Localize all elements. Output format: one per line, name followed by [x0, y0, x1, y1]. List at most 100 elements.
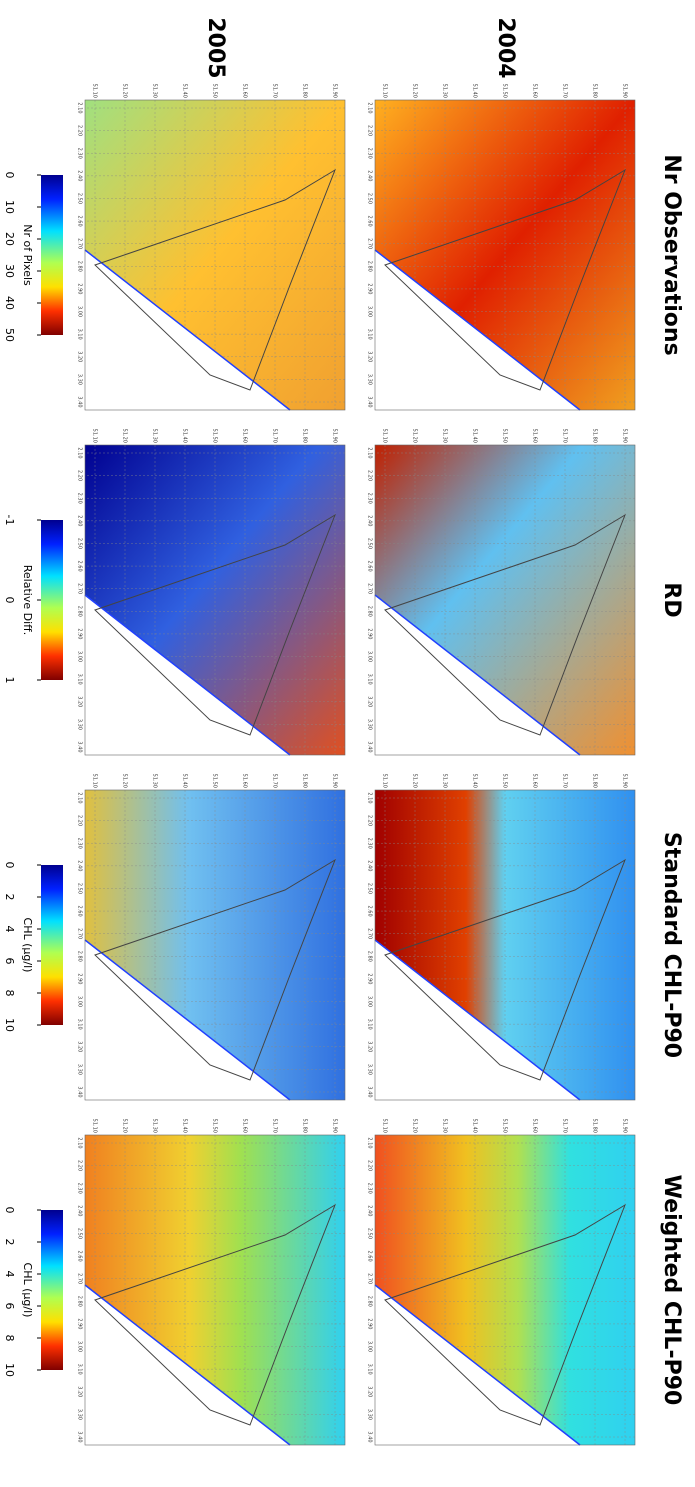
lon-label: 2.70: [77, 238, 83, 249]
lat-label: 51.10: [382, 1119, 388, 1133]
zone-outline: [384, 513, 626, 736]
lon-label: 3.20: [367, 351, 373, 362]
lon-label: 2.20: [367, 1160, 373, 1171]
lon-label: 2.90: [367, 1318, 373, 1329]
colorbar-tick-label: 2: [3, 1239, 16, 1246]
lon-label: 3.10: [77, 329, 83, 340]
lat-label: 51.10: [92, 774, 98, 788]
lon-label: 2.40: [77, 170, 83, 181]
lon-label: 2.30: [367, 1183, 373, 1194]
colorbar-tick-label: 20: [3, 232, 16, 246]
lat-label: 51.50: [212, 429, 218, 443]
lat-label: 51.70: [562, 774, 568, 788]
lon-label: 3.30: [367, 1409, 373, 1420]
zone-outline: [384, 1203, 626, 1426]
map-panel: 2.10 2.20 2.30 2.40 2.50 2.60 2.70 2.80 2.90 3.00…: [77, 429, 346, 756]
map-frame: [84, 1134, 346, 1446]
lon-label: 2.60: [367, 216, 373, 227]
lat-label: 51.90: [332, 429, 338, 443]
column-title: Standard CHL-P90: [659, 832, 684, 1058]
lon-label: 3.40: [77, 741, 83, 752]
lon-label: 2.50: [77, 538, 83, 549]
colorbar: [41, 520, 63, 680]
lon-label: 3.40: [367, 741, 373, 752]
lat-label: 51.90: [332, 84, 338, 98]
lat-label: 51.40: [182, 774, 188, 788]
lon-label: 2.90: [77, 283, 83, 294]
colorbar-tick-label: 10: [3, 200, 16, 214]
lon-label: 2.10: [77, 1137, 83, 1148]
lon-label: 2.20: [77, 815, 83, 826]
colorbar-tick-label: 0: [3, 172, 16, 179]
lat-label: 51.90: [622, 429, 628, 443]
lon-label: 3.00: [77, 651, 83, 662]
row-label: 2005: [203, 17, 228, 78]
lat-label: 51.70: [562, 84, 568, 98]
lon-label: 2.80: [77, 1296, 83, 1307]
lon-label: 2.80: [77, 951, 83, 962]
lat-label: 51.70: [562, 429, 568, 443]
lat-label: 51.40: [182, 1119, 188, 1133]
lon-label: 2.60: [367, 906, 373, 917]
colorbar-tick-label: 0: [3, 597, 16, 604]
coast: [84, 594, 291, 756]
lat-label: 51.30: [152, 429, 158, 443]
lon-label: 2.80: [77, 261, 83, 272]
colorbar-tick-label: 0: [3, 862, 16, 869]
lat-label: 51.80: [302, 1119, 308, 1133]
map-panel: 2.10 2.20 2.30 2.40 2.50 2.60 2.70 2.80 2.90 3.00…: [77, 84, 346, 411]
lat-label: 51.30: [442, 429, 448, 443]
lat-label: 51.10: [382, 84, 388, 98]
lat-label: 51.90: [622, 774, 628, 788]
lon-label: 3.00: [77, 996, 83, 1007]
lat-label: 51.50: [212, 1119, 218, 1133]
lat-label: 51.60: [242, 84, 248, 98]
map-frame: [84, 789, 346, 1101]
lon-label: 3.10: [367, 1019, 373, 1030]
lon-label: 2.60: [367, 1251, 373, 1262]
lat-label: 51.80: [592, 84, 598, 98]
lon-label: 2.50: [367, 883, 373, 894]
lat-label: 51.70: [272, 1119, 278, 1133]
lon-label: 2.20: [77, 470, 83, 481]
lon-label: 3.30: [77, 1409, 83, 1420]
lon-label: 3.20: [367, 1041, 373, 1052]
colorbar-tick-label: 2: [3, 894, 16, 901]
lon-label: 2.70: [77, 1273, 83, 1284]
colorbar-tick-label: 30: [3, 264, 16, 278]
lon-label: 2.80: [367, 606, 373, 617]
map-panel: 2.10 2.20 2.30 2.40 2.50 2.60 2.70 2.80 2.90 3.00…: [367, 774, 636, 1101]
lon-label: 2.60: [77, 216, 83, 227]
lon-label: 2.20: [367, 470, 373, 481]
lat-label: 51.20: [122, 429, 128, 443]
lat-label: 51.30: [442, 774, 448, 788]
lon-label: 2.50: [77, 883, 83, 894]
lat-label: 51.60: [242, 1119, 248, 1133]
lat-label: 51.70: [272, 84, 278, 98]
zone-outline: [384, 168, 626, 391]
lat-label: 51.40: [182, 429, 188, 443]
lon-label: 2.70: [77, 583, 83, 594]
lon-label: 3.30: [77, 374, 83, 385]
colorbar-tick-label: 8: [3, 1335, 16, 1342]
lat-label: 51.20: [122, 774, 128, 788]
lon-label: 2.10: [367, 1137, 373, 1148]
map-panel: 2.10 2.20 2.30 2.40 2.50 2.60 2.70 2.80 2.90 3.00…: [367, 84, 636, 411]
map-panel: 2.10 2.20 2.30 2.40 2.50 2.60 2.70 2.80 2.90 3.00…: [367, 429, 636, 756]
lon-label: 3.20: [367, 696, 373, 707]
lon-label: 3.40: [367, 1431, 373, 1442]
lon-label: 2.30: [367, 838, 373, 849]
lat-label: 51.60: [532, 429, 538, 443]
lat-label: 51.30: [442, 84, 448, 98]
lon-label: 2.90: [367, 973, 373, 984]
lon-label: 2.60: [367, 561, 373, 572]
lon-label: 2.40: [77, 860, 83, 871]
coast: [84, 1284, 291, 1446]
lat-label: 51.20: [122, 1119, 128, 1133]
colorbar: [41, 865, 63, 1025]
lat-label: 51.20: [412, 774, 418, 788]
lat-label: 51.40: [472, 774, 478, 788]
lat-label: 51.50: [502, 84, 508, 98]
lon-label: 2.30: [77, 148, 83, 159]
lat-label: 51.60: [532, 774, 538, 788]
